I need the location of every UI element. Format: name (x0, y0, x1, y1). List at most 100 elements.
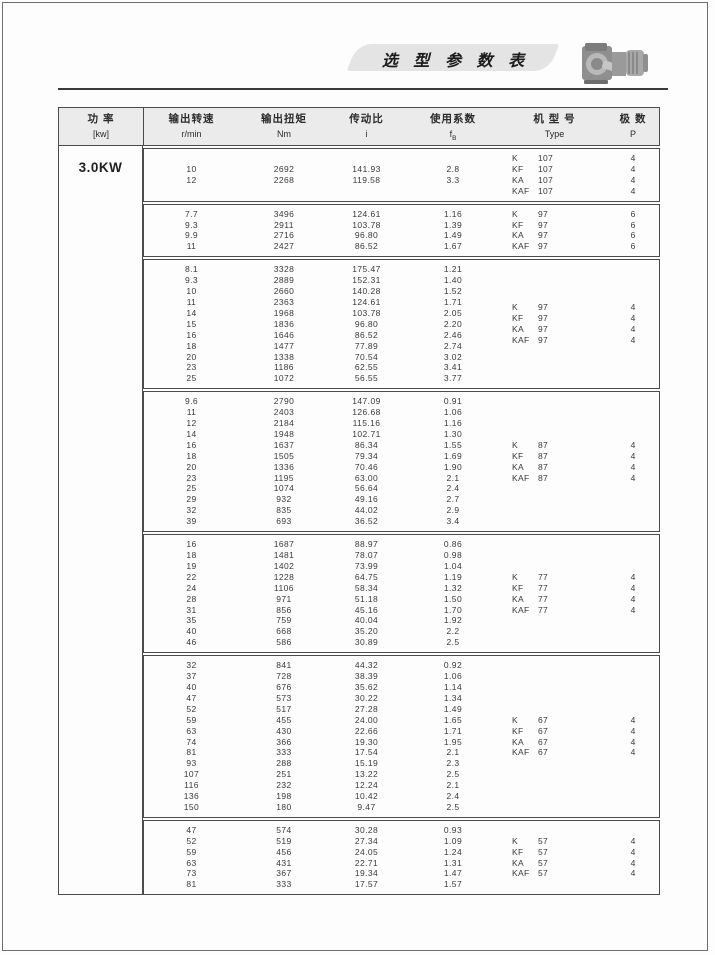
service-factor-cell: 1.55 (443, 439, 463, 450)
table-row: 7.7 3496 124.61 1.16 (144, 209, 502, 220)
section-types: K 97 KF 97 KA 97 KAF 97 (502, 302, 607, 346)
torque-cell: 2184 (273, 418, 295, 429)
col-header-power: 功 率 [kw] (59, 108, 144, 145)
speed-cell: 29 (186, 494, 197, 505)
table-row: 18 1481 78.07 0.98 (144, 550, 502, 561)
col-header-ratio: 传动比 i (349, 113, 384, 139)
table-row: 8.1 3328 175.47 1.21 (144, 264, 502, 275)
service-factor-cell: 2.5 (446, 801, 460, 812)
table-row: 59 455 24.00 1.65 (144, 715, 502, 726)
ratio-cell: 70.54 (354, 351, 379, 362)
table-section: 8.1 3328 175.47 1.21 9.3 2889 152.31 1.40 10 2660… (143, 259, 660, 390)
speed-cell: 150 (183, 801, 200, 812)
type-cell: KAF 57 (512, 868, 607, 879)
table-row: 18 1477 77.89 2.74 (144, 341, 502, 352)
service-factor-cell: 1.71 (443, 296, 463, 307)
type-size: 87 (538, 450, 549, 461)
type-cell: KF 87 (512, 451, 607, 462)
table-row: 11 2403 126.68 1.06 (144, 407, 502, 418)
service-factor-cell: 3.02 (443, 351, 463, 362)
type-cell: KAF 77 (512, 605, 607, 616)
speed-cell: 18 (186, 340, 197, 351)
service-factor-cell: 1.39 (443, 219, 463, 230)
table-section: 16 1687 88.97 0.86 18 1481 78.07 0.98 19 1402 73.9… (143, 534, 660, 654)
service-factor-cell: 1.49 (443, 703, 463, 714)
torque-cell: 1687 (273, 539, 295, 550)
torque-cell: 366 (276, 736, 292, 747)
poles-cell: 4 (630, 582, 636, 593)
type-letters: KF (512, 163, 524, 174)
type-cell: KF 57 (512, 847, 607, 858)
torque-cell: 1195 (274, 472, 294, 483)
service-factor-cell: 3.4 (446, 516, 460, 527)
ratio-cell: 17.57 (354, 879, 379, 890)
poles-cell: 4 (630, 857, 636, 868)
table-row: 9.3 2889 152.31 1.40 (144, 275, 502, 286)
table-row: 31 856 45.16 1.70 (144, 605, 502, 616)
type-letters: KF (512, 582, 524, 593)
ratio-cell: 22.71 (354, 857, 379, 868)
service-factor-cell: 0.98 (443, 550, 463, 560)
ratio-cell: 24.00 (354, 714, 379, 725)
poles-cell: 4 (630, 835, 636, 846)
torque-cell: 676 (276, 681, 292, 692)
col-header-output-torque: 输出扭矩 Nm (261, 113, 307, 139)
table-row: 63 431 22.71 1.31 (144, 858, 502, 869)
table-row: 35 759 40.04 1.92 (144, 615, 502, 626)
torque-cell: 971 (276, 593, 292, 604)
col-header-poles: 极 数 P (619, 113, 647, 139)
torque-cell: 1402 (273, 560, 295, 571)
poles-cell: 4 (630, 736, 636, 747)
section-data-rows: 7.7 3496 124.61 1.16 9.3 2911 103.78 1.39 9.9 271… (144, 209, 502, 253)
service-factor-cell: 1.57 (443, 879, 463, 890)
table-header-row: 功 率 [kw] 输出转速 r/min 输出扭矩 Nm 传动比 i 使用系数 f… (58, 107, 660, 146)
torque-cell: 3328 (273, 264, 295, 275)
type-size: 97 (538, 335, 549, 346)
torque-cell: 1481 (273, 550, 295, 560)
table-row: 9.3 2911 103.78 1.39 (144, 220, 502, 231)
torque-cell: 574 (276, 824, 292, 835)
table-row: 11 2427 86.52 1.67 (144, 241, 502, 252)
type-cell: KF 97 (512, 313, 607, 324)
type-letters: KA (512, 857, 524, 868)
ratio-cell: 10.42 (354, 791, 379, 802)
type-size: 107 (538, 153, 554, 163)
poles-cell: 4 (630, 725, 636, 736)
ratio-cell: 63.00 (354, 472, 379, 483)
type-size: 57 (538, 846, 549, 857)
speed-cell: 31 (186, 604, 197, 615)
type-cell: K 107 (512, 153, 607, 164)
torque-cell: 573 (276, 692, 292, 703)
torque-cell: 759 (276, 615, 292, 626)
speed-cell: 52 (186, 703, 197, 714)
col-header-output-speed: 输出转速 r/min (168, 113, 215, 139)
torque-cell: 1228 (273, 571, 295, 582)
service-factor-cell: 2.4 (446, 791, 460, 802)
type-size: 97 (538, 230, 549, 241)
torque-cell: 693 (276, 516, 292, 527)
type-size: 97 (538, 302, 549, 313)
type-letters: KF (512, 846, 524, 857)
ratio-cell: 44.02 (354, 505, 379, 516)
table-row: 23 1195 63.00 2.1 (144, 473, 502, 484)
poles-cell: 6 (630, 219, 636, 230)
type-letters: K (512, 439, 518, 450)
speed-cell: 19 (186, 560, 197, 571)
ratio-cell: 17.54 (354, 747, 379, 758)
table-row: 28 971 51.18 1.50 (144, 594, 502, 605)
type-cell: KA 77 (512, 594, 607, 605)
ratio-cell: 22.66 (354, 725, 379, 736)
torque-cell: 586 (276, 637, 292, 648)
page-title: 选 型 参 数 表 (381, 50, 530, 70)
table-row: 116 232 12.24 2.1 (144, 780, 502, 791)
ratio-cell: 30.89 (354, 637, 379, 648)
service-factor-cell: 1.47 (443, 868, 463, 879)
type-letters: K (512, 835, 518, 846)
torque-cell: 2790 (273, 396, 295, 407)
ratio-cell: 27.34 (354, 835, 379, 846)
